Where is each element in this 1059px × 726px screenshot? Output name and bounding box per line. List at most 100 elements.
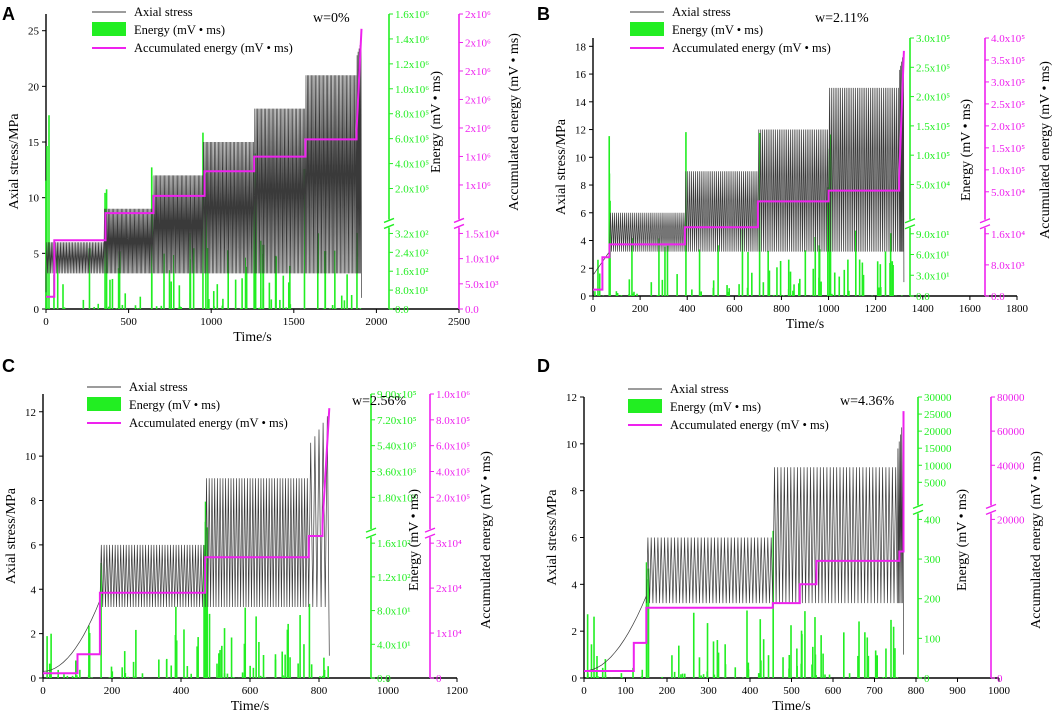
accum-tick-label: 8.0x10⁵ xyxy=(436,415,470,427)
y-tick-label: 10 xyxy=(575,152,587,164)
energy-axis-break xyxy=(904,224,916,230)
legend-energy-label: Energy (mV • ms) xyxy=(134,23,225,37)
panel-letter: B xyxy=(537,4,550,24)
legend-energy-label: Energy (mV • ms) xyxy=(129,398,220,412)
accum-tick-label: 0.0 xyxy=(465,304,479,316)
legend-stress-label: Axial stress xyxy=(134,5,193,19)
panel-letter: D xyxy=(537,356,550,376)
accum-tick-label: 1.0x10⁶ xyxy=(436,389,470,401)
energy-axis-break xyxy=(365,527,377,533)
accum-tick-label: 1.0x10⁴ xyxy=(465,254,499,266)
energy-tick-label: 1.0x10⁵ xyxy=(916,150,950,162)
accum-tick-label: 2.5x10⁵ xyxy=(991,99,1025,111)
x-tick-label: 500 xyxy=(120,316,137,328)
accum-axis-title: Accumulated energy (mV • ms) xyxy=(1029,451,1044,629)
panel-c: C 0 2 4 6 8 10 12 0 200 400 600 800 1000 1200 Time/s Axi… xyxy=(2,356,494,714)
energy-tick-label: 1.2x10⁶ xyxy=(395,59,429,71)
legend-energy-swatch xyxy=(87,397,121,411)
accum-tick-label: 2.0x10⁵ xyxy=(991,121,1025,133)
energy-tick-label: 5000 xyxy=(924,477,947,489)
accum-axis-break xyxy=(424,533,436,539)
x-tick-label: 1200 xyxy=(446,685,469,697)
y-tick-label: 4 xyxy=(572,579,578,591)
x-axis-title: Time/s xyxy=(786,317,824,332)
x-tick-label: 200 xyxy=(104,685,121,697)
accum-axis-title: Accumulated energy (mV • ms) xyxy=(1038,61,1053,239)
energy-tick-label: 100 xyxy=(924,633,941,645)
energy-axis-title: Energy (mV • ms) xyxy=(955,489,970,591)
y-tick-label: 8 xyxy=(572,486,578,498)
energy-tick-label: 2.0x10⁵ xyxy=(916,92,950,104)
energy-tick-label: 0.0 xyxy=(916,291,930,303)
legend-stress-label: Axial stress xyxy=(672,5,731,19)
accum-tick-label: 4.0x10⁵ xyxy=(991,33,1025,45)
y-tick-label: 6 xyxy=(31,540,37,552)
accum-tick-label: 1.6x10⁴ xyxy=(991,229,1025,241)
x-tick-label: 400 xyxy=(742,685,759,697)
energy-tick-label: 6.0x10⁵ xyxy=(395,134,429,146)
energy-axis-title: Energy (mV • ms) xyxy=(407,489,422,591)
energy-tick-label: 1.4x10⁶ xyxy=(395,34,429,46)
energy-tick-label: 3.60x10⁵ xyxy=(377,466,417,478)
energy-axis-break xyxy=(383,223,395,230)
legend-energy-swatch xyxy=(92,22,126,36)
y-tick-label: 20 xyxy=(28,81,40,93)
energy-axis-break xyxy=(904,218,916,224)
energy-tick-label: 3.0x10¹ xyxy=(916,270,950,282)
legend-accum-label: Accumulated energy (mV • ms) xyxy=(134,41,293,55)
y-tick-label: 0 xyxy=(34,304,40,316)
accum-tick-label: 8.0x10³ xyxy=(991,260,1025,272)
stress-line xyxy=(592,53,905,283)
y-tick-label: 2 xyxy=(581,263,587,275)
x-tick-label: 700 xyxy=(866,685,883,697)
x-tick-label: 1200 xyxy=(865,303,888,315)
energy-axis-break xyxy=(365,533,377,539)
accum-tick-label: 0 xyxy=(997,673,1003,685)
legend-energy-label: Energy (mV • ms) xyxy=(672,23,763,37)
energy-tick-label: 4.0x10¹ xyxy=(377,639,411,651)
moisture-label: w=2.11% xyxy=(815,11,869,26)
energy-tick-label: 1.0x10⁶ xyxy=(395,84,429,96)
accum-tick-label: 1.5x10⁴ xyxy=(465,228,499,240)
energy-tick-label: 1.80x10⁵ xyxy=(377,492,417,504)
accum-axis-break xyxy=(985,509,997,516)
x-tick-label: 1800 xyxy=(1006,303,1029,315)
energy-tick-label: 300 xyxy=(924,554,941,566)
energy-tick-label: 200 xyxy=(924,594,941,606)
accum-tick-label: 2x10⁶ xyxy=(465,9,491,21)
energy-tick-label: 1.6x10² xyxy=(395,266,429,278)
y-tick-label: 0 xyxy=(572,673,578,685)
x-tick-label: 400 xyxy=(173,685,190,697)
accum-axis-break xyxy=(985,503,997,510)
panel-letter: A xyxy=(2,4,15,24)
energy-tick-label: 1.2x10² xyxy=(377,572,411,584)
x-tick-label: 800 xyxy=(773,303,790,315)
y-tick-label: 16 xyxy=(575,69,587,81)
energy-tick-label: 20000 xyxy=(924,426,952,438)
accum-axis-break xyxy=(979,218,991,224)
y-tick-label: 8 xyxy=(581,180,587,192)
legend-stress-label: Axial stress xyxy=(129,380,188,394)
accum-tick-label: 3.0x10⁵ xyxy=(991,77,1025,89)
accum-tick-label: 2x10⁶ xyxy=(465,94,491,106)
y-tick-label: 12 xyxy=(566,392,577,404)
energy-tick-label: 7.20x10⁵ xyxy=(377,415,417,427)
accumulated-energy-line xyxy=(593,50,905,291)
energy-tick-label: 9.00x10⁵ xyxy=(377,389,417,401)
legend-accum-label: Accumulated energy (mV • ms) xyxy=(670,418,829,432)
x-axis-title: Time/s xyxy=(231,699,269,714)
legend-energy-swatch xyxy=(628,399,662,413)
x-tick-label: 1500 xyxy=(283,316,306,328)
energy-tick-label: 0.0 xyxy=(377,673,391,685)
energy-tick-label: 30000 xyxy=(924,392,952,404)
panel-letter: C xyxy=(2,356,15,376)
y-tick-label: 4 xyxy=(581,236,587,248)
legend-accum-label: Accumulated energy (mV • ms) xyxy=(129,416,288,430)
energy-tick-label: 2.4x10² xyxy=(395,247,429,259)
accum-tick-label: 4.0x10⁵ xyxy=(436,466,470,478)
energy-tick-label: 400 xyxy=(924,514,941,526)
energy-tick-label: 9.0x10¹ xyxy=(916,229,950,241)
y-tick-label: 12 xyxy=(575,125,586,137)
x-tick-label: 1000 xyxy=(377,685,400,697)
